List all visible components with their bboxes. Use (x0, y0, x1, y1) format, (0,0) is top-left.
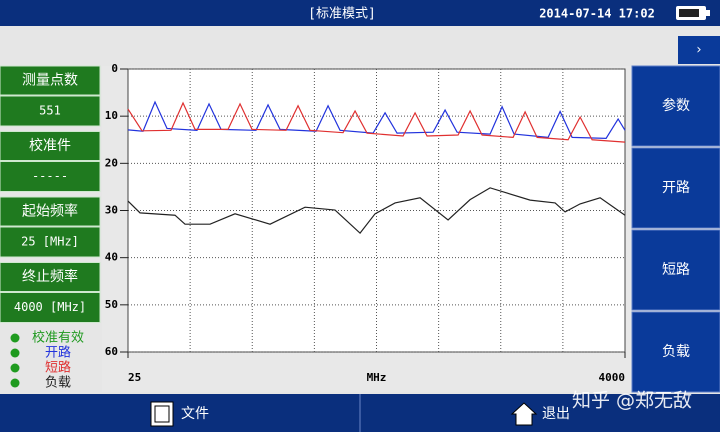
exit-button[interactable]: 退出 (510, 402, 570, 426)
param-value-box (0, 292, 101, 323)
param-group: 校准件 ----- (0, 131, 101, 192)
param-value: ----- (32, 169, 68, 183)
param-label: 起始频率 (22, 203, 78, 220)
menu-label: 参数 (662, 97, 690, 114)
legend-label: 短路 (45, 360, 71, 376)
param-value: 4000 [MHz] (14, 300, 86, 314)
left-panel: 测量点数 551 校准件 ----- 起始频率 25 [MHz] 终止频率 4000 [MHz… (0, 65, 101, 391)
watermark: 知乎 @郑无敌 (572, 390, 692, 412)
param-label-box (0, 262, 101, 292)
menu-label: 短路 (662, 262, 690, 278)
x-axis-label: MHz (367, 371, 387, 384)
legend-dot (10, 348, 20, 358)
param-value: 25 [MHz] (21, 235, 79, 249)
series-line (127, 101, 626, 143)
mode-title: [标准模式] (308, 7, 376, 22)
y-tick-label: 10 (105, 109, 118, 122)
legend-dot (10, 363, 20, 373)
param-label-box (0, 196, 101, 227)
menu-button[interactable] (631, 311, 720, 393)
header-bar (0, 0, 720, 26)
param-group: 测量点数 551 (0, 65, 101, 127)
legend-label: 负载 (45, 376, 71, 391)
y-tick-label: 0 (111, 62, 118, 75)
file-label: 文件 (181, 406, 209, 422)
param-group: 起始频率 25 [MHz] (0, 196, 101, 258)
param-value: 551 (39, 104, 61, 118)
param-label-box (0, 65, 101, 96)
datetime: 2014-07-14 17:02 (539, 7, 655, 21)
param-label: 测量点数 (22, 73, 78, 89)
param-value-box (0, 226, 101, 258)
param-label: 终止频率 (22, 268, 78, 285)
x-tick-label: 25 (128, 371, 141, 384)
param-value-box (0, 95, 101, 127)
param-label-box (0, 131, 101, 161)
y-tick-label: 50 (105, 298, 118, 311)
battery-icon (676, 6, 710, 20)
series-line (127, 187, 626, 235)
menu-button[interactable] (631, 229, 720, 311)
menu-button[interactable] (631, 147, 720, 229)
menu-label: 负载 (662, 344, 690, 360)
file-button[interactable]: 文件 (150, 401, 209, 427)
param-value-box (0, 161, 101, 192)
y-tick-label: 60 (105, 345, 118, 358)
next-button[interactable] (678, 36, 720, 64)
y-tick-label: 40 (105, 251, 118, 264)
param-label: 校准件 (29, 137, 71, 154)
y-tick-label: 30 (105, 204, 118, 217)
param-group: 终止频率 4000 [MHz] (0, 262, 101, 323)
exit-label: 退出 (542, 406, 570, 422)
chart: 0 10 20 30 40 50 60 25 4000 MHz (105, 62, 626, 384)
menu-label: 开路 (662, 180, 690, 196)
legend-label: 校准有效 (32, 330, 84, 346)
menu-button[interactable] (631, 65, 720, 147)
y-tick-label: 20 (105, 156, 118, 169)
series-line (127, 100, 626, 139)
x-tick-label: 4000 (599, 371, 626, 384)
legend-label: 开路 (45, 345, 71, 361)
legend-dot (10, 333, 20, 343)
next-arrow: › (696, 43, 701, 58)
legend-dot (10, 378, 20, 388)
